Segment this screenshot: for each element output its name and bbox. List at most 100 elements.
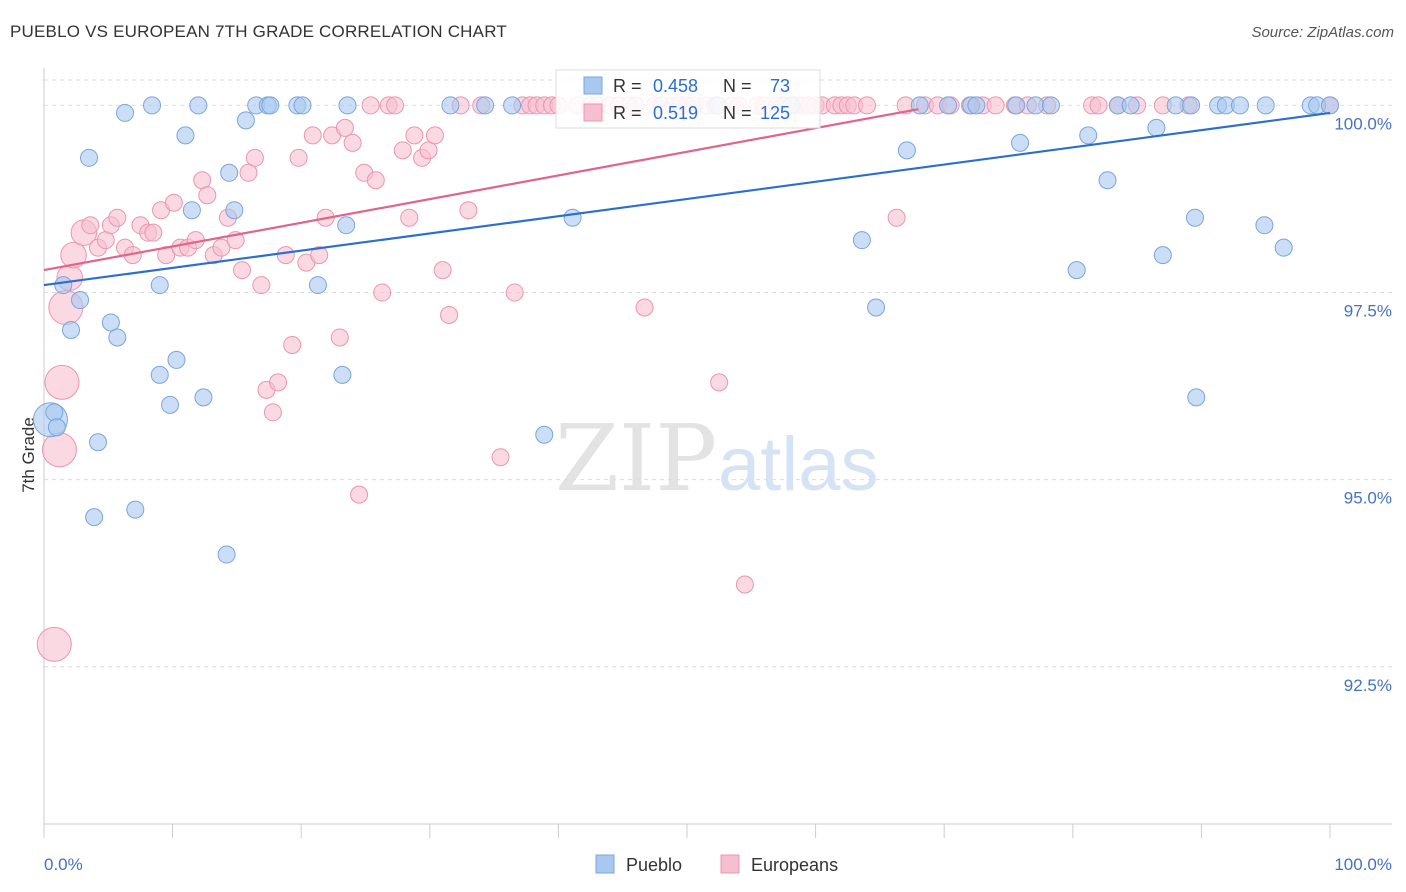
europeans-point — [212, 238, 231, 257]
pueblo-point — [1026, 96, 1045, 115]
legend-r-value-europeans: 0.519 — [653, 103, 698, 123]
pueblo-point — [1079, 126, 1098, 145]
europeans-point — [425, 126, 444, 145]
europeans-point — [335, 118, 354, 137]
pueblo-point — [89, 433, 108, 452]
europeans-point — [1089, 96, 1108, 115]
europeans-point — [366, 171, 385, 190]
europeans-point — [330, 328, 349, 347]
europeans-point — [440, 306, 459, 325]
europeans-point — [858, 96, 877, 115]
pueblo-point — [225, 201, 244, 220]
series-legend-label-europeans: Europeans — [751, 855, 838, 875]
europeans-point — [505, 283, 524, 302]
watermark-zip: ZIP — [555, 405, 717, 512]
series-legend-label-pueblo: Pueblo — [626, 855, 682, 875]
pueblo-point — [852, 231, 871, 250]
y-tick-label: 97.5% — [1344, 302, 1392, 321]
pueblo-point — [47, 418, 66, 437]
europeans-point — [343, 133, 362, 152]
europeans-point — [393, 141, 412, 160]
y-axis-label: 7th Grade — [19, 417, 38, 493]
pueblo-point — [1230, 96, 1249, 115]
europeans-point — [108, 208, 127, 227]
pueblo-point — [1067, 261, 1086, 280]
watermark-atlas: atlas — [718, 422, 879, 507]
europeans-point — [164, 193, 183, 212]
legend-r-label-pueblo: R = — [613, 76, 642, 96]
y-tick-label: 95.0% — [1344, 489, 1392, 508]
europeans-point — [144, 223, 163, 242]
legend-r-label-europeans: R = — [613, 103, 642, 123]
europeans-point — [735, 575, 754, 594]
europeans-point — [245, 148, 264, 167]
europeans-point — [283, 335, 302, 354]
trend-lines — [43, 108, 1331, 287]
pueblo-point — [1098, 171, 1117, 190]
europeans-trend-line — [43, 108, 919, 272]
europeans-point — [44, 364, 80, 400]
pueblo-point — [189, 96, 208, 115]
pueblo-point — [45, 403, 64, 422]
pueblo-point — [1321, 96, 1339, 115]
pueblo-point — [80, 148, 99, 167]
y-tick-label: 100.0% — [1334, 114, 1392, 133]
europeans-point — [405, 126, 424, 145]
pueblo-point — [1011, 133, 1030, 152]
pueblo-point — [236, 111, 255, 130]
pueblo-point — [1256, 96, 1275, 115]
pueblo-point — [1274, 238, 1293, 257]
pueblo-point — [293, 96, 312, 115]
europeans-point — [419, 141, 438, 160]
europeans-point — [263, 403, 282, 422]
europeans-point — [252, 276, 271, 295]
pueblo-point — [1153, 246, 1172, 265]
pueblo-point — [910, 96, 929, 115]
europeans-point — [361, 96, 380, 115]
europeans-point — [433, 261, 452, 280]
pueblo-point — [338, 96, 357, 115]
pueblo-point — [1166, 96, 1185, 115]
europeans-point — [386, 96, 405, 115]
pueblo-point — [150, 365, 169, 384]
europeans-point — [81, 216, 100, 235]
pueblo-point — [161, 395, 180, 414]
x-ticks — [43, 824, 1331, 838]
pueblo-point — [194, 388, 213, 407]
series-legend-swatch-europeans — [720, 854, 740, 874]
pueblo-point — [126, 500, 145, 519]
legend-n-value-pueblo: 73 — [770, 76, 790, 96]
europeans-point — [289, 148, 308, 167]
pueblo-point — [108, 328, 127, 347]
pueblo-point — [867, 298, 886, 317]
europeans-point — [198, 186, 217, 205]
legend-r-value-pueblo: 0.458 — [653, 76, 698, 96]
pueblo-point — [1185, 208, 1204, 227]
pueblo-point — [54, 276, 73, 295]
pueblo-point — [939, 96, 958, 115]
pueblo-point — [71, 291, 90, 310]
europeans-point — [239, 163, 258, 182]
europeans-point — [303, 126, 322, 145]
pueblo-point — [62, 320, 81, 339]
pueblo-point — [308, 276, 327, 295]
europeans-point — [350, 485, 369, 504]
x-tick-label-min: 0.0% — [44, 855, 83, 874]
pueblo-point — [441, 96, 460, 115]
europeans-point — [96, 231, 115, 250]
europeans-point — [233, 261, 252, 280]
pueblo-point — [967, 96, 986, 115]
europeans-point — [635, 298, 654, 317]
legend-swatch-pueblo — [583, 76, 603, 95]
legend-n-label-pueblo: N = — [723, 76, 752, 96]
pueblo-point — [1007, 96, 1026, 115]
europeans-point — [710, 373, 729, 392]
pueblo-point — [1182, 96, 1201, 115]
europeans-point — [269, 373, 288, 392]
data-points — [32, 96, 1339, 662]
pueblo-point — [535, 425, 554, 444]
pueblo-point — [217, 545, 236, 564]
chart-title: PUEBLO VS EUROPEAN 7TH GRADE CORRELATION… — [10, 22, 507, 41]
pueblo-point — [1147, 118, 1166, 137]
source-credit: Source: ZipAtlas.com — [1251, 24, 1394, 41]
